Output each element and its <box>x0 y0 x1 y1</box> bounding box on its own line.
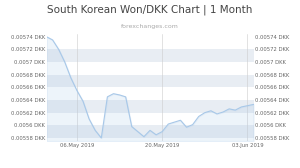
Bar <box>46 125 253 138</box>
Bar <box>46 49 253 62</box>
Bar <box>46 75 253 87</box>
Text: forexchanges.com: forexchanges.com <box>121 24 179 29</box>
Bar <box>46 100 253 113</box>
Text: South Korean Won/DKK Chart | 1 Month: South Korean Won/DKK Chart | 1 Month <box>47 4 253 15</box>
